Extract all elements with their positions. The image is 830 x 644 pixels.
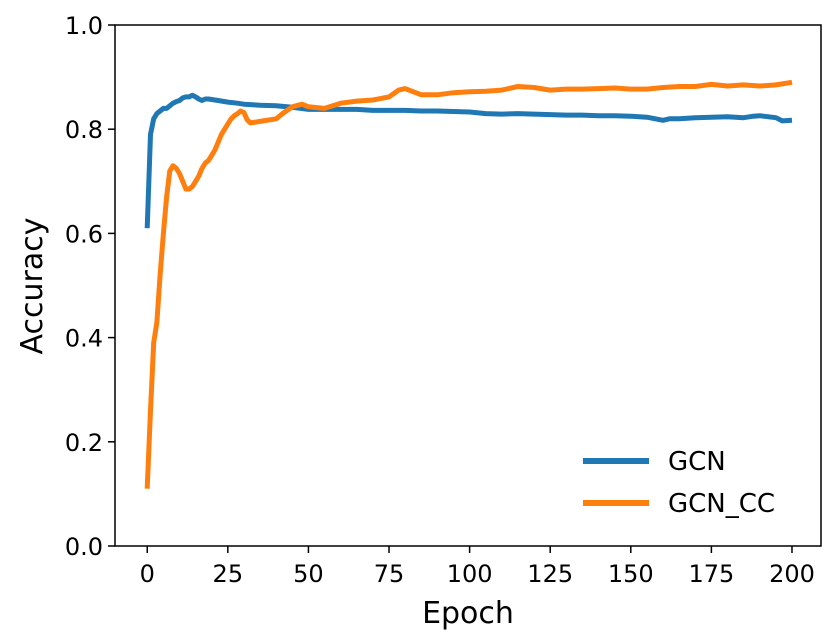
x-tick-label: 0 (140, 560, 155, 588)
y-tick-label: 0.8 (65, 116, 103, 144)
series-line-gcn (144, 92, 793, 229)
x-tick-label: 175 (688, 560, 734, 588)
series-line-gcn-cc (144, 79, 793, 489)
y-tick-label: 0.2 (65, 429, 103, 457)
plot-frame (114, 24, 822, 547)
x-tick-label: 50 (293, 560, 324, 588)
x-tick-label: 200 (769, 560, 815, 588)
x-tick-label: 150 (608, 560, 654, 588)
x-tick-label: 75 (374, 560, 405, 588)
y-tick-label: 0.4 (65, 325, 103, 353)
legend-label-gcn: GCN (668, 447, 726, 477)
x-tick-label: 125 (527, 560, 573, 588)
legend: GCN GCN_CC (583, 447, 775, 519)
x-tick-label: 25 (213, 560, 244, 588)
y-axis-ticks: 0.0 0.2 0.4 0.6 0.8 1.0 (65, 12, 115, 561)
y-tick-label: 0.6 (65, 220, 103, 248)
series-lines (144, 79, 793, 489)
legend-label-gcn-cc: GCN_CC (668, 489, 775, 519)
x-axis-ticks: 0 25 50 75 100 125 150 175 200 (140, 546, 815, 588)
x-axis-title: Epoch (422, 596, 514, 631)
y-tick-label: 1.0 (65, 12, 103, 40)
y-axis-title: Accuracy (15, 218, 50, 355)
x-tick-label: 100 (447, 560, 493, 588)
y-tick-label: 0.0 (65, 533, 103, 561)
